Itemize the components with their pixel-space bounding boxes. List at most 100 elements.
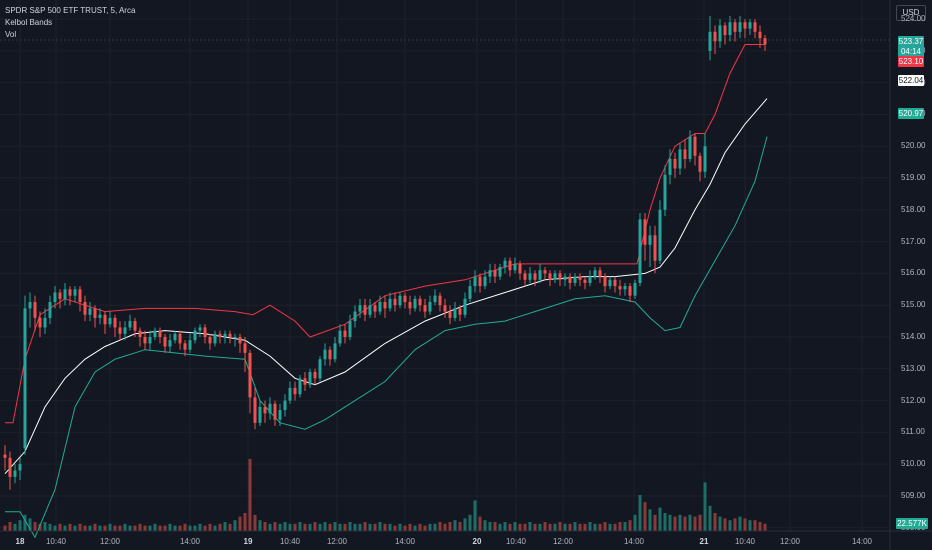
candle-body [128, 321, 132, 328]
candle-body [23, 308, 27, 449]
candle-body [313, 371, 317, 379]
candle-body [588, 276, 592, 283]
volume-bar [98, 525, 102, 531]
volume-bar [723, 518, 727, 531]
volume-bar [393, 525, 397, 531]
candle-body [383, 302, 387, 309]
candle-body [223, 333, 227, 337]
volume-bar [743, 518, 747, 531]
symbol-title[interactable]: SPDR S&P 500 ETF TRUST, 5, Arca [5, 6, 136, 15]
candle-body [753, 22, 757, 32]
time-tick-label: 19 [243, 537, 253, 546]
bar-countdown-tag: 04:14 [898, 46, 924, 57]
candle-body [723, 25, 727, 35]
candle-body [28, 302, 32, 309]
volume-bar [168, 523, 172, 531]
volume-bar [453, 520, 457, 531]
candle-body [108, 317, 112, 325]
candle-body [733, 22, 737, 32]
candle-body [293, 387, 297, 395]
volume-bar [58, 523, 62, 531]
candle-body [13, 470, 17, 477]
volume-bar [543, 522, 547, 531]
candle-body [83, 302, 87, 315]
volume-bar [633, 514, 637, 531]
candle-body [183, 343, 187, 350]
candle-body [688, 136, 692, 159]
volume-bar [323, 522, 327, 531]
volume-bar [193, 525, 197, 531]
volume-bar [738, 516, 742, 531]
volume-bar [258, 520, 262, 531]
volume-bar [283, 522, 287, 531]
volume-bar [618, 522, 622, 531]
candle-body [653, 235, 657, 261]
candle-body [233, 336, 237, 338]
candle-body [388, 298, 392, 309]
candle-body [273, 403, 277, 420]
price-tick-label: 512.00 [901, 395, 926, 405]
volume-bar [313, 522, 317, 531]
volume-bar [363, 522, 367, 531]
volume-bar [103, 525, 107, 531]
time-tick-label: 12:00 [779, 537, 801, 546]
last-price-tag: 523.37 [898, 36, 924, 47]
time-tick-label: 14:00 [394, 537, 416, 546]
candle-body [298, 378, 302, 395]
volume-bar [328, 523, 332, 531]
candle-body [343, 330, 347, 337]
candle-body [203, 327, 207, 337]
volume-bar [503, 522, 507, 531]
indicator-volume[interactable]: Vol [5, 30, 17, 39]
time-tick-label: 10:40 [734, 537, 756, 546]
candle-body [663, 174, 667, 210]
volume-bar [733, 518, 737, 531]
volume-bar [73, 525, 77, 531]
volume-bar [588, 522, 592, 531]
candle-body [163, 336, 167, 347]
volume-bar [158, 525, 162, 531]
candle-body [568, 276, 572, 283]
volume-bar [218, 523, 222, 531]
candle-body [278, 410, 282, 420]
volume-bar [693, 516, 697, 531]
volume-bar [763, 523, 767, 531]
candle-body [668, 158, 672, 175]
candle-body [153, 330, 157, 337]
candle-body [103, 314, 107, 325]
volume-bar [373, 523, 377, 531]
volume-bar [408, 523, 412, 531]
candle-body [63, 289, 67, 299]
candle-body [378, 302, 382, 312]
volume-bar [148, 525, 152, 531]
candle-body [758, 31, 762, 39]
volume-bar [63, 525, 67, 531]
candle-body [353, 311, 357, 322]
candle-body [363, 305, 367, 315]
volume-bar [463, 518, 467, 531]
candle-body [218, 333, 222, 337]
indicator-kelbol-bands[interactable]: Kelbol Bands [5, 18, 53, 27]
candle-body [188, 340, 192, 350]
volume-bar [553, 523, 557, 531]
candle-body [708, 31, 712, 51]
candle-body [628, 286, 632, 296]
candle-body [638, 219, 642, 283]
candle-body [48, 302, 52, 318]
candle-body [398, 295, 402, 306]
volume-bar [478, 516, 482, 531]
candle-body [718, 25, 722, 42]
candle-body [178, 333, 182, 344]
volume-bar [3, 525, 7, 531]
time-tick-label: 10:40 [279, 537, 301, 546]
candle-body [88, 308, 92, 315]
volume-bar [673, 516, 677, 531]
volume-bar [33, 522, 37, 531]
middle-band-tag: 522.04 [898, 75, 924, 86]
currency-button[interactable]: USD [896, 5, 926, 21]
volume-bar [468, 514, 472, 531]
candle-body [113, 317, 117, 328]
candle-body [318, 359, 322, 379]
candle-body [633, 282, 637, 296]
